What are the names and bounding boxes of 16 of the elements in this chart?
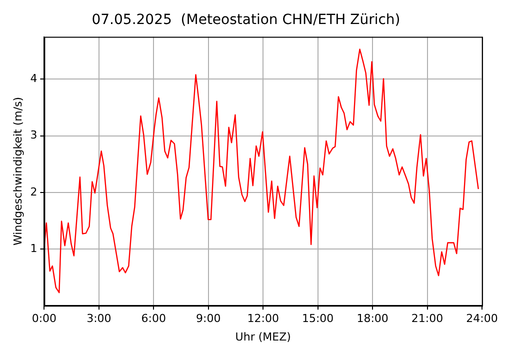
y-tick-label: 3 <box>30 128 38 142</box>
y-tick-label: 2 <box>30 185 38 198</box>
x-axis-title: Uhr (MEZ) <box>235 330 291 344</box>
y-axis-title: Windgeschwindigkeit (m/s) <box>11 96 24 246</box>
x-tick-label: 3:00 <box>86 312 112 326</box>
x-tick-label: 6:00 <box>141 312 166 326</box>
chart-title: 07.05.2025 (Meteostation CHN/ETH Zürich) <box>92 12 400 28</box>
x-tick-label: 0:00 <box>32 312 57 326</box>
y-tick-label: 4 <box>30 72 38 86</box>
x-tick-label: 12:00 <box>247 312 279 326</box>
x-tick-label: 18:00 <box>356 312 388 326</box>
y-tick-label: 1 <box>30 242 38 255</box>
x-tick-label: 24:00 <box>466 312 498 326</box>
x-tick-label: 15:00 <box>302 312 334 326</box>
x-tick-label: 9:00 <box>196 312 221 326</box>
x-tick-label: 21:00 <box>411 312 444 326</box>
